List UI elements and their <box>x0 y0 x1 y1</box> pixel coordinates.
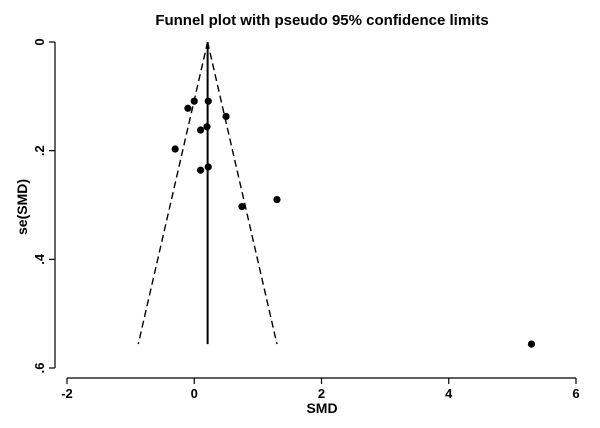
x-tick-label: 0 <box>191 386 198 401</box>
data-point <box>238 203 246 211</box>
x-tick-label: -2 <box>61 386 73 401</box>
x-tick-label: 6 <box>572 386 579 401</box>
data-point <box>222 112 230 121</box>
data-point <box>204 163 212 171</box>
y-axis-label: se(SMD) <box>14 179 30 235</box>
data-point <box>190 97 198 105</box>
x-axis-label: SMD <box>306 400 337 416</box>
funnel-right-limit <box>206 41 278 345</box>
funnel-lines <box>137 41 278 345</box>
data-point <box>197 166 205 174</box>
y-tick-label: .2 <box>32 145 47 156</box>
data-points <box>171 97 536 348</box>
y-tick-label: .6 <box>32 363 47 374</box>
x-tick-label: 4 <box>445 386 453 401</box>
y-tick-label: .4 <box>32 253 47 265</box>
funnel-left-limit <box>137 41 209 345</box>
y-tick-label: 0 <box>32 38 47 45</box>
axes: -2 0 2 4 6 0 .2 .4 .6 <box>32 38 580 401</box>
x-tick-label: 2 <box>318 386 325 401</box>
data-point <box>273 195 281 204</box>
data-point <box>184 104 192 112</box>
chart-title: Funnel plot with pseudo 95% confidence l… <box>155 12 488 29</box>
data-point <box>527 340 536 348</box>
data-point <box>197 126 205 134</box>
data-point <box>203 123 211 131</box>
data-point <box>171 145 179 153</box>
data-point <box>204 97 212 105</box>
